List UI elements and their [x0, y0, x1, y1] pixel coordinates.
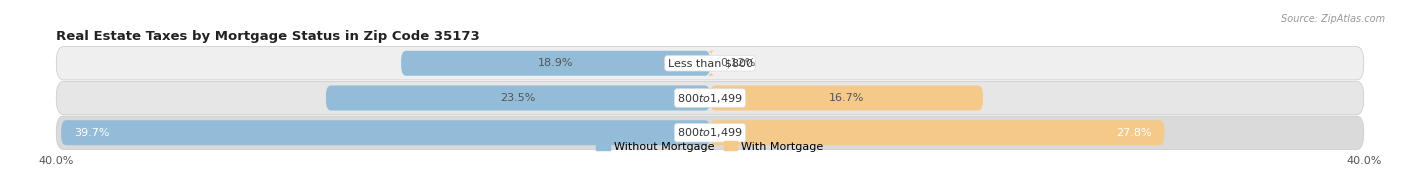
FancyBboxPatch shape [710, 120, 1164, 145]
Legend: Without Mortgage, With Mortgage: Without Mortgage, With Mortgage [592, 137, 828, 156]
Text: 18.9%: 18.9% [538, 58, 574, 68]
Text: 27.8%: 27.8% [1116, 128, 1152, 138]
FancyBboxPatch shape [60, 120, 710, 145]
Text: 16.7%: 16.7% [828, 93, 865, 103]
Text: Source: ZipAtlas.com: Source: ZipAtlas.com [1281, 14, 1385, 24]
FancyBboxPatch shape [707, 51, 714, 76]
FancyBboxPatch shape [326, 85, 710, 111]
Text: Less than $800: Less than $800 [668, 58, 752, 68]
Text: $800 to $1,499: $800 to $1,499 [678, 92, 742, 104]
Text: Real Estate Taxes by Mortgage Status in Zip Code 35173: Real Estate Taxes by Mortgage Status in … [56, 30, 479, 43]
Text: 0.12%: 0.12% [720, 58, 755, 68]
FancyBboxPatch shape [56, 116, 1364, 149]
Text: $800 to $1,499: $800 to $1,499 [678, 126, 742, 139]
Text: 23.5%: 23.5% [501, 93, 536, 103]
FancyBboxPatch shape [56, 47, 1364, 80]
FancyBboxPatch shape [401, 51, 710, 76]
FancyBboxPatch shape [56, 81, 1364, 115]
Text: 39.7%: 39.7% [75, 128, 110, 138]
FancyBboxPatch shape [710, 85, 983, 111]
